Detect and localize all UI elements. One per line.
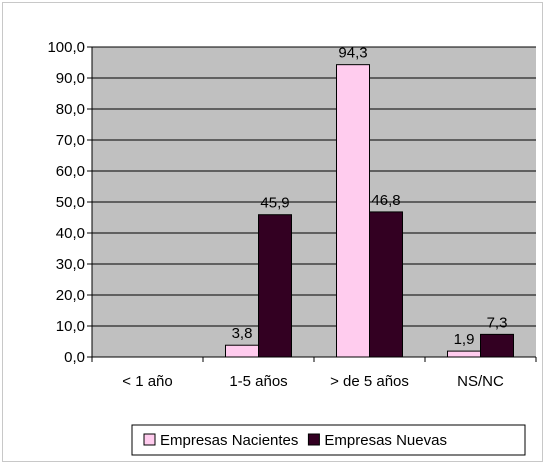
- y-tick-label: 40,0: [56, 225, 85, 242]
- data-label: 45,9: [260, 195, 289, 212]
- y-tick-label: 80,0: [56, 101, 85, 118]
- y-tick-label: 60,0: [56, 163, 85, 180]
- y-tick-label: 90,0: [56, 70, 85, 87]
- data-label: 46,8: [371, 192, 400, 209]
- legend-swatch: [143, 433, 156, 446]
- bar: [369, 211, 403, 358]
- y-tick-label: 70,0: [56, 132, 85, 149]
- bar: [258, 214, 292, 358]
- x-tick-label: < 1 año: [122, 373, 172, 390]
- y-tick-label: 100,0: [47, 39, 85, 56]
- data-label: 1,9: [454, 331, 475, 348]
- y-tick-label: 10,0: [56, 318, 85, 335]
- bar: [336, 64, 370, 358]
- y-tick-label: 0,0: [64, 349, 85, 366]
- y-tick-label: 20,0: [56, 287, 85, 304]
- legend: Empresas Nacientes Empresas Nuevas: [131, 424, 526, 456]
- y-tick-label: 50,0: [56, 194, 85, 211]
- x-tick-label: 1-5 años: [229, 373, 287, 390]
- bar: [225, 344, 259, 358]
- legend-swatch: [307, 433, 320, 446]
- legend-label: Empresas Nuevas: [324, 432, 447, 449]
- legend-box: [131, 424, 526, 456]
- legend-label: Empresas Nacientes: [160, 432, 298, 449]
- bar: [480, 333, 514, 358]
- plot-area: 0,0 10,0 20,0 30,0 40,0 50,0 60,0 70,0 80,0 90,0 1…: [47, 39, 537, 390]
- data-label: 94,3: [338, 45, 367, 62]
- x-tick-label: > de 5 años: [330, 373, 409, 390]
- data-label: 3,8: [232, 325, 253, 342]
- data-label: 7,3: [487, 314, 508, 331]
- x-tick-label: NS/NC: [457, 373, 504, 390]
- y-tick-label: 30,0: [56, 256, 85, 273]
- bar: [447, 350, 481, 358]
